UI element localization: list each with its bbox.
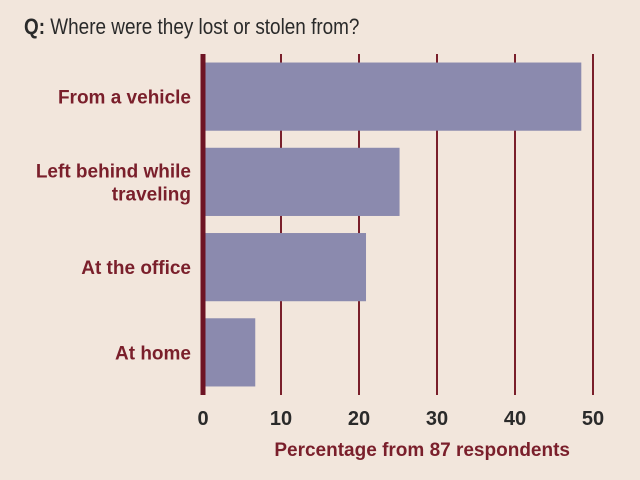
bar-1 — [203, 147, 400, 216]
bar-2 — [203, 233, 367, 302]
category-label-3: At home — [115, 343, 191, 364]
x-tick-label-30: 30 — [426, 408, 448, 430]
chart-title: Q: Where were they lost or stolen from? — [24, 14, 359, 40]
bar-0 — [203, 62, 582, 131]
bar-3 — [203, 318, 256, 387]
x-tick-label-0: 0 — [197, 408, 208, 430]
x-tick-label-10: 10 — [270, 408, 292, 430]
question-prefix: Q: — [24, 14, 46, 39]
x-axis-title: Percentage from 87 respondents — [274, 440, 570, 461]
x-tick-label-50: 50 — [582, 408, 604, 430]
x-tick-label-40: 40 — [504, 408, 526, 430]
category-label-2: At the office — [81, 258, 191, 279]
category-label-1-line-1: traveling — [112, 184, 191, 205]
category-label-1-line-0: Left behind while — [36, 161, 191, 182]
x-tick-label-20: 20 — [348, 408, 370, 430]
category-label-0: From a vehicle — [58, 88, 191, 109]
question-text: Where were they lost or stolen from? — [50, 14, 360, 39]
